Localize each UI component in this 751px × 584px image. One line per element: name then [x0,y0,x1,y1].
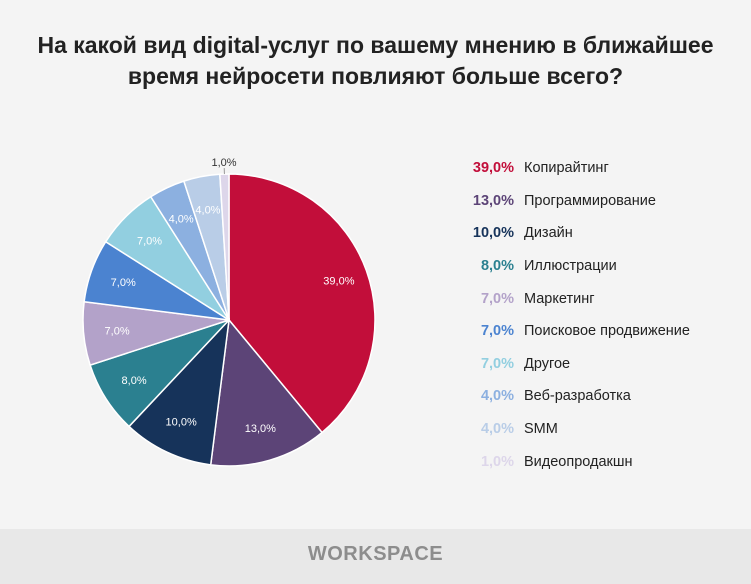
legend-percent: 7,0% [480,355,514,372]
data-label: 7,0% [137,236,162,248]
legend-label: Поисковое продвижение [524,323,690,340]
legend-label: Дизайн [524,225,573,242]
data-label: 8,0% [122,375,147,387]
legend-label: Веб-разработка [524,388,631,405]
legend-item: 7,0% Поисковое продвижение [452,315,690,348]
legend-percent: 7,0% [480,290,514,307]
chart-title: На какой вид digital-услуг по вашему мне… [0,30,751,92]
legend-label: Маркетинг [524,290,595,307]
legend-percent: 4,0% [480,421,514,438]
pie-slice [209,318,324,467]
data-label: 1,0% [211,157,236,169]
data-label: 7,0% [111,277,136,289]
legend-item: 7,0% Другое [452,348,690,381]
legend-item: 13,0% Программирование [452,185,690,218]
legend-label: Копирайтинг [524,160,609,177]
pie-chart: 39,0% 13,0% 10,0% 8,0% 7,0% 7,0% 7,0% 4,0%4,0% 1… [82,157,376,467]
legend-item: 4,0% Веб-разработка [452,380,690,413]
legend-percent: 1,0% [480,453,514,470]
legend-label: Другое [524,355,571,372]
title-line-1: На какой вид digital-услуг по вашему мне… [37,32,714,58]
data-label: 4,0% [169,213,194,225]
data-label: 7,0% [105,326,130,338]
footer: WORKSPACE [0,529,751,584]
data-label: 39,0% [323,275,354,287]
legend-label: SMM [524,421,558,438]
legend-item: 39,0% Копирайтинг [452,152,690,185]
legend-item: 4,0% SMM [452,413,690,446]
workspace-logo: WORKSPACE [307,543,444,565]
pie-slice [228,173,376,434]
legend-item: 1,0% Видеопродакшн [452,445,690,478]
legend-item: 8,0% Иллюстрации [452,250,690,283]
pie-slice [127,317,231,466]
legend-percent: 13,0% [472,192,514,209]
legend-item: 10,0% Дизайн [452,217,690,250]
legend-percent: 4,0% [480,388,514,405]
data-label: 10,0% [166,417,197,429]
data-label: 4,0% [195,205,220,217]
legend-label: Иллюстрации [524,258,617,275]
legend-item: 7,0% Маркетинг [452,282,690,315]
legend-label: Программирование [524,192,656,209]
legend-percent: 10,0% [472,225,514,242]
legend: 39,0% Копирайтинг 13,0% Программирование 10,… [452,152,690,478]
legend-percent: 39,0% [472,160,514,177]
title-line-2: время нейросети повлияют больше всего? [127,63,624,89]
legend-percent: 7,0% [480,323,514,340]
legend-label: Видеопродакшн [524,453,633,470]
legend-percent: 8,0% [480,258,514,275]
data-label: 13,0% [245,423,276,435]
